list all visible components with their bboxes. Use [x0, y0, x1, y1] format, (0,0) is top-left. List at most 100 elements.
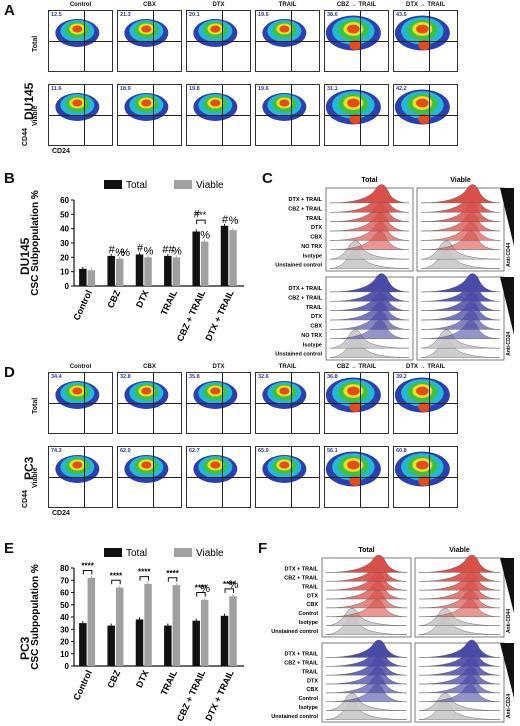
histogram-row-label: Unstained control: [275, 263, 322, 269]
gradient-triangle: [500, 277, 514, 336]
flow-plot: 38.6 CBZ → TRAIL: [324, 2, 389, 72]
bar: [200, 241, 209, 286]
y-tick-label: 60: [60, 589, 69, 598]
histogram-row-label: DTX + TRAIL: [289, 286, 323, 292]
panel-letter-f: F: [258, 540, 268, 557]
histogram-curve: [420, 273, 501, 293]
significance-mark: ****: [166, 569, 179, 578]
axis-cd24: CD24: [52, 510, 70, 517]
histogram-row-label: Isotype: [303, 342, 322, 348]
flow-percent: 43.5: [396, 12, 407, 18]
flow-plot: 74.3: [48, 446, 113, 508]
panel-letter-b: B: [4, 170, 15, 187]
significance-mark: %: [229, 579, 239, 591]
histogram-row-label: CBZ + TRAIL: [288, 206, 322, 212]
histogram-curve: [325, 693, 408, 711]
histogram-row-label: Unstained control: [271, 629, 318, 635]
bar: [115, 258, 124, 286]
histogram-row-label: NO TRX: [301, 244, 322, 250]
histogram-row-label: CBX: [310, 235, 322, 241]
bar: [79, 268, 87, 286]
panel-letter-d: D: [4, 364, 15, 381]
y-tick-label: 60: [60, 196, 69, 205]
histogram-row-label: Isotype: [299, 705, 318, 711]
y-tick-label: 30: [60, 625, 69, 634]
y-tick-label: 40: [60, 613, 69, 622]
flow-plot: 65.9: [255, 446, 320, 508]
flow-treatment-title: DTX: [212, 2, 225, 8]
histogram-row-label: CBZ + TRAIL: [284, 661, 318, 667]
bar: [229, 230, 237, 286]
y-tick-label: 30: [60, 239, 69, 248]
flow-plot: 32.8 CBX: [117, 364, 182, 434]
antibody-label: Anti-CD24: [506, 694, 512, 718]
bar: [229, 596, 237, 666]
significance-mark: %: [144, 245, 154, 257]
bar: [220, 615, 229, 666]
legend-swatch: [174, 180, 192, 189]
flow-plot: 11.6: [48, 84, 113, 146]
histogram-row-label: Control: [298, 611, 318, 617]
histogram-row-label: DTX: [311, 314, 322, 320]
bar: [107, 625, 115, 666]
significance-mark: ##: [162, 244, 175, 256]
histogram-row-label: CBX: [306, 687, 318, 693]
flow-plot: 42.2: [393, 84, 458, 146]
histogram-curve: [418, 693, 501, 711]
y-tick-label: 10: [60, 650, 69, 659]
histogram-curve: [418, 608, 501, 626]
flow-percent: 36.8: [327, 374, 338, 380]
category-label: CBZ + TRAIL: [175, 668, 208, 723]
flow-plot: 60.8: [393, 446, 458, 508]
histogram-panel-c: Total Viable DTX + TRAIL CBZ + TRAIL TRAIL DT…: [275, 177, 514, 361]
y-tick-label: 20: [60, 253, 69, 262]
legend-label: Viable: [196, 180, 224, 191]
histogram-row-label: DTX + TRAIL: [285, 652, 319, 658]
flow-percent: 35.8: [189, 374, 200, 380]
histogram-row-label: Unstained control: [275, 352, 322, 358]
flow-percent: 31.1: [327, 86, 338, 92]
histogram-row-label: DTX: [311, 225, 322, 231]
significance-mark: ****: [110, 571, 123, 580]
flow-percent: 62.0: [120, 448, 131, 454]
histogram-row-label: TRAIL: [302, 584, 319, 590]
flow-plot: 19.6: [255, 84, 320, 146]
flow-plot: 56.1: [324, 446, 389, 508]
flow-plot: 20.1 DTX: [186, 2, 251, 72]
significance-mark: #: [194, 209, 201, 221]
bar: [192, 231, 200, 286]
panel-letter-c: C: [262, 170, 273, 187]
histogram-column-title: Viable: [450, 177, 471, 184]
histogram-row-label: Isotype: [303, 253, 322, 259]
antibody-label: Anti-CD44: [506, 609, 512, 633]
histogram-row-label: NO TRX: [301, 333, 322, 339]
histogram-row-label: CBX: [306, 602, 318, 608]
flow-percent: 21.3: [120, 12, 131, 18]
flow-treatment-title: TRAIL: [278, 364, 297, 370]
histogram-curve: [325, 554, 408, 573]
flow-treatment-title: DTX → TRAIL: [406, 364, 445, 370]
histogram-curve: [329, 184, 410, 204]
flow-percent: 60.8: [396, 448, 407, 454]
flow-percent: 74.3: [51, 448, 62, 454]
flow-plot: 39.2 DTX → TRAIL: [393, 364, 458, 434]
histogram-row-label: Unstained control: [271, 714, 318, 720]
flow-percent: 56.1: [327, 448, 338, 454]
flow-row-label: Viable: [32, 105, 39, 127]
category-label: Control: [71, 289, 94, 322]
y-tick-label: 20: [60, 638, 69, 647]
bar: [144, 257, 152, 286]
flow-treatment-title: CBX: [143, 2, 156, 8]
y-axis-label: CSC Subpopulation %: [30, 190, 41, 296]
significance-mark: %: [200, 583, 210, 595]
significance-mark: #: [137, 242, 144, 254]
flow-plot: 12.5 Control: [48, 2, 113, 72]
y-tick-label: 80: [60, 564, 69, 573]
bar: [87, 577, 96, 666]
bar-chart-e: CSC Subpopulation % 0 10 20 30 40 50 60 70 80 Tota…: [30, 548, 244, 723]
flow-treatment-title: TRAIL: [278, 2, 297, 8]
legend-swatch: [104, 180, 122, 189]
histogram-row-label: Control: [298, 696, 318, 702]
flow-percent: 19.8: [189, 86, 200, 92]
flow-row-label: Total: [32, 35, 39, 52]
